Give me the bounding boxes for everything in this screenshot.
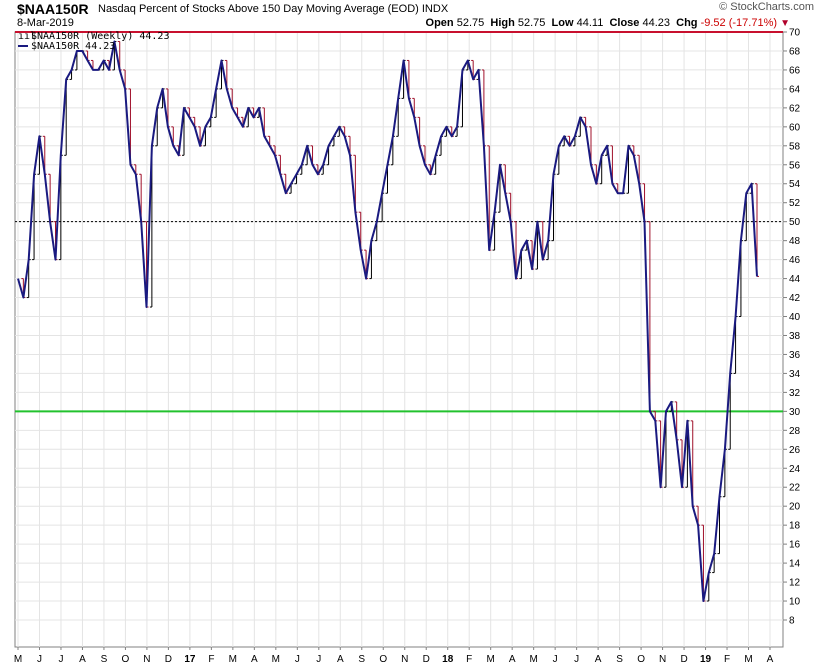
y-tick-label-16: 16 [789,540,801,551]
y-tick-label-8: 8 [789,616,795,627]
y-tick-label-60: 60 [789,122,801,133]
y-tick-label-26: 26 [789,445,801,456]
y-tick-label-34: 34 [789,369,801,380]
open-label: Open [425,17,454,29]
y-tick-label-10: 10 [789,597,801,608]
source-credit[interactable]: © StockCharts.com [719,1,814,13]
x-tick-label-28: S [616,654,623,665]
x-tick-label-0: M [14,654,22,665]
legend: ııl $NAA150R (Weekly) 44.23 $NAA150R 44.… [18,31,169,52]
x-tick-label-24: M [529,654,537,665]
x-tick-label-22: M [487,654,495,665]
y-tick-label-44: 44 [789,274,801,285]
y-tick-label-70: 70 [789,28,801,39]
x-tick-label-25: J [553,654,558,665]
x-tick-label-21: F [466,654,472,665]
series-group [17,40,758,602]
chg-label: Chg [676,17,698,29]
y-tick-label-48: 48 [789,236,801,247]
x-tick-label-26: J [574,654,579,665]
x-tick-label-10: M [229,654,237,665]
chart-header: $NAA150R Nasdaq Percent of Stocks Above … [0,0,820,32]
x-tick-label-2: J [58,654,63,665]
x-tick-label-1: J [37,654,42,665]
ohlc-bars [21,40,759,602]
quote-summary: Open 52.75 High 52.75 Low 44.11 Close 44… [426,17,790,29]
x-tick-label-15: A [337,654,344,665]
x-axis: M J J A S O N D 17 F M A M J J A S O N D 18 F M A M J J A S O N D 19 F M A [14,647,774,665]
x-tick-label-19: D [423,654,430,665]
x-tick-label-34: M [744,654,752,665]
legend-icon: ııl [18,31,36,42]
x-tick-label-3: A [79,654,86,665]
y-tick-label-22: 22 [789,483,801,494]
legend-entry-weekly: $NAA150R (Weekly) 44.23 [31,31,169,42]
series-line-weekly [17,40,758,602]
y-tick-label-68: 68 [789,46,801,57]
x-tick-label-13: J [295,654,300,665]
x-tick-label-12: M [272,654,280,665]
symbol-title: $NAA150R [17,1,89,17]
y-tick-label-28: 28 [789,426,801,437]
low-value: 44.11 [576,17,604,29]
y-tick-label-46: 46 [789,255,801,266]
y-tick-label-50: 50 [789,217,801,228]
description-text: Nasdaq Percent of Stocks Above 150 Day M… [98,3,419,15]
y-tick-label-54: 54 [789,179,801,190]
x-tick-label-32: 19 [700,654,712,665]
y-tick-label-36: 36 [789,350,801,361]
x-tick-label-31: D [680,654,687,665]
y-tick-label-42: 42 [789,293,801,304]
x-tick-label-17: O [379,654,387,665]
y-tick-label-30: 30 [789,407,801,418]
y-axis: 8 10 12 14 16 18 20 22 24 26 28 30 32 34 36 38 40 42 44 46 4… [783,28,801,627]
symbol-description: Nasdaq Percent of Stocks Above 150 Day M… [98,3,448,15]
y-tick-label-40: 40 [789,312,801,323]
x-tick-label-9: F [208,654,214,665]
open-value: 52.75 [456,17,485,29]
x-tick-label-6: N [143,654,150,665]
x-tick-label-5: O [122,654,130,665]
y-tick-label-66: 66 [789,65,801,76]
x-tick-label-16: S [358,654,365,665]
y-tick-label-20: 20 [789,502,801,513]
x-tick-label-30: N [659,654,666,665]
y-tick-label-38: 38 [789,331,801,342]
low-label: Low [551,17,574,29]
chart-date: 8-Mar-2019 [17,17,74,29]
x-tick-label-35: A [767,654,774,665]
x-tick-label-11: A [251,654,258,665]
x-tick-label-23: A [509,654,516,665]
x-tick-label-8: 17 [184,654,196,665]
y-tick-label-18: 18 [789,521,801,532]
x-tick-label-14: J [316,654,321,665]
exchange-label: INDX [421,3,449,15]
down-triangle-icon: ▼ [780,18,790,29]
x-tick-label-7: D [165,654,172,665]
y-tick-label-14: 14 [789,559,801,570]
chg-value: -9.52 (-17.71%) [700,17,778,29]
y-tick-label-56: 56 [789,160,801,171]
close-value: 44.23 [642,17,671,29]
legend-entry-line: $NAA150R 44.23 [31,41,115,52]
y-tick-label-24: 24 [789,464,801,475]
x-tick-label-27: A [595,654,602,665]
high-label: High [490,17,515,29]
close-label: Close [609,17,640,29]
y-tick-label-62: 62 [789,103,801,114]
y-tick-label-32: 32 [789,388,801,399]
x-tick-label-18: N [401,654,408,665]
y-tick-label-58: 58 [789,141,801,152]
high-value: 52.75 [517,17,546,29]
y-tick-label-12: 12 [789,578,801,589]
y-tick-label-64: 64 [789,84,801,95]
x-tick-label-20: 18 [442,654,454,665]
x-tick-label-4: S [101,654,108,665]
x-tick-label-33: F [724,654,730,665]
y-tick-label-52: 52 [789,198,801,209]
x-tick-label-29: O [637,654,645,665]
